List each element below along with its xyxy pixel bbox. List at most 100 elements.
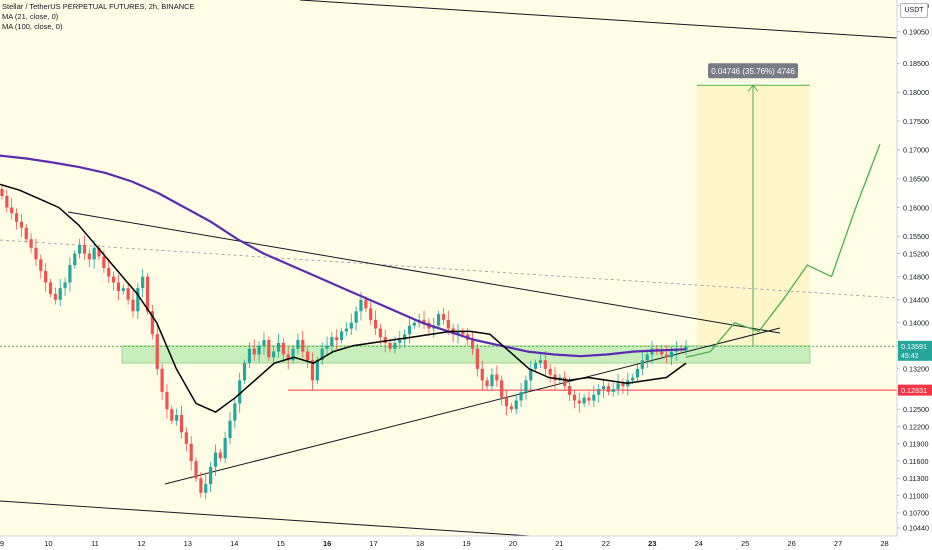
price-axis [897, 0, 932, 550]
projection-path [685, 143, 881, 358]
candle-body [257, 345, 261, 355]
candle-body [228, 420, 232, 439]
candle-body [631, 377, 635, 381]
candle-body [349, 322, 353, 329]
x-tick-label: 17 [369, 539, 377, 548]
candle-body [145, 276, 150, 312]
candle-body [335, 337, 339, 341]
candle-body [116, 282, 121, 292]
candle-body [82, 244, 87, 254]
price-tag [898, 340, 932, 361]
candle-body [242, 363, 247, 381]
legend-ma100: MA (100, close, 0) [2, 22, 63, 31]
candle-body [107, 268, 111, 277]
x-tick-label: 24 [695, 539, 703, 548]
candle-body [24, 227, 28, 240]
y-tick-label: 0.16000 [903, 203, 929, 212]
price-tag-value: 0.13591 [901, 342, 927, 351]
candle-body [14, 213, 19, 222]
chart-legend: Stellar / TetherUS PERPETUAL FUTURES, 2h… [2, 2, 195, 32]
candle-body [514, 400, 518, 410]
candle-body [238, 380, 242, 404]
x-tick-label: 16 [323, 539, 331, 548]
currency-unit-button[interactable]: USDT [900, 3, 928, 18]
price-tag-value: 0.12831 [901, 386, 927, 395]
candle-body [412, 322, 416, 326]
measure-label: 0.04746 (35.76%) 4746 [711, 67, 795, 76]
candle-body [388, 342, 392, 349]
candle-body [354, 311, 358, 323]
candle-body [422, 319, 426, 323]
candle-body [587, 397, 591, 401]
candle-body [441, 314, 446, 320]
candle-body [252, 348, 256, 355]
measure-label-box [708, 63, 798, 79]
candle-body [383, 337, 387, 343]
x-tick-label: 28 [880, 539, 888, 548]
time-axis [0, 536, 932, 550]
candle-body [291, 348, 295, 361]
candle-body [548, 368, 552, 375]
candle-body [175, 414, 179, 421]
legend-title: Stellar / TetherUS PERPETUAL FUTURES, 2h… [2, 2, 195, 11]
y-tick-label: 0.11000 [903, 491, 928, 500]
candle-body [44, 270, 48, 283]
candle-body [359, 299, 363, 312]
candle-body [281, 342, 285, 355]
candle-body [475, 348, 480, 369]
candle-body [155, 334, 159, 369]
y-tick-label: 0.18000 [903, 88, 929, 97]
triangle-upper-line [67, 211, 781, 334]
candle-body [344, 328, 349, 332]
x-tick-label: 21 [555, 539, 563, 548]
candle-body [470, 340, 475, 349]
y-tick-label: 0.17000 [903, 146, 929, 155]
candle-body [296, 340, 300, 349]
candle-body [102, 256, 106, 268]
candle-body [78, 244, 82, 254]
candle-body [393, 342, 397, 349]
candle-body [179, 414, 184, 433]
candle-body [53, 293, 57, 300]
candle-body [407, 325, 412, 335]
x-tick-label: 11 [91, 539, 99, 548]
x-tick-label: 27 [834, 539, 842, 548]
candle-body [500, 380, 504, 398]
candle-body [150, 311, 154, 335]
y-tick-label: 0.12200 [903, 422, 929, 431]
candle-body [572, 394, 577, 401]
candle-body [165, 391, 169, 410]
y-tick-label: 0.11300 [903, 474, 928, 483]
y-tick-label: 0.14000 [903, 319, 929, 328]
candle-body [485, 380, 489, 387]
candle-body [339, 331, 344, 341]
candle-body [58, 288, 62, 300]
candle-body [456, 331, 460, 335]
candle-body [320, 348, 324, 361]
candle-body [126, 288, 130, 300]
x-tick-label: 23 [648, 539, 656, 548]
candle-body [48, 282, 53, 294]
candle-body [131, 299, 135, 312]
target-arrow-head [747, 84, 759, 92]
candle-body [524, 380, 528, 392]
ma21-line [0, 183, 687, 413]
y-tick-label: 0.17500 [903, 117, 929, 126]
y-tick-label: 0.14400 [903, 295, 929, 304]
trendline-layer [0, 0, 898, 537]
x-tick-label: 22 [602, 539, 610, 548]
candle-body [461, 331, 465, 335]
candle-body [582, 397, 586, 404]
candle-body [0, 189, 4, 196]
y-tick-label: 0.19050 [903, 27, 929, 36]
candle-body [495, 374, 499, 381]
moving-average-layer [0, 154, 687, 413]
candle-body [369, 308, 373, 320]
candle-body [208, 466, 213, 485]
candle-body [330, 337, 334, 346]
x-tick-label: 20 [509, 539, 517, 548]
y-tick-label: 0.11600 [903, 457, 928, 466]
candle-body [403, 334, 407, 341]
